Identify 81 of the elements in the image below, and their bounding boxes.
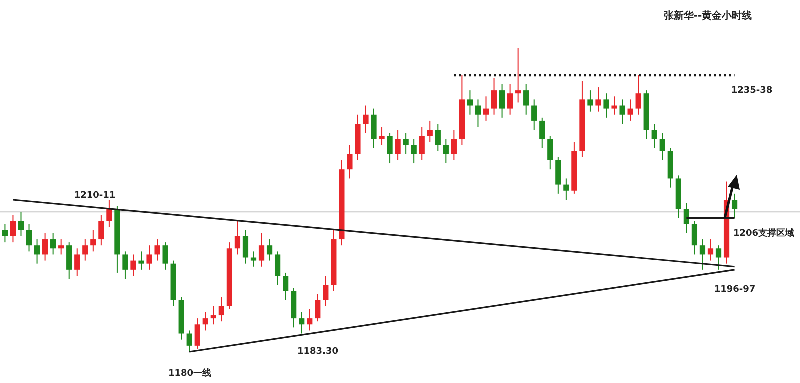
candlestick bbox=[636, 74, 642, 116]
candlestick bbox=[660, 132, 666, 161]
text: 1180一线 bbox=[168, 368, 212, 379]
candlestick bbox=[387, 132, 393, 164]
candlestick bbox=[347, 144, 353, 180]
annotation: 1210-11 bbox=[74, 191, 116, 201]
candlestick bbox=[218, 296, 224, 322]
candlestick bbox=[483, 96, 490, 122]
candlestick bbox=[2, 224, 8, 244]
candlestick bbox=[427, 120, 433, 143]
candlestick bbox=[90, 230, 96, 252]
candlestick bbox=[138, 251, 144, 270]
candlestick bbox=[532, 99, 538, 131]
candlestick bbox=[467, 90, 474, 116]
annotation: 1183.30 bbox=[298, 347, 338, 357]
candlestick bbox=[10, 214, 16, 244]
candlestick bbox=[82, 239, 88, 262]
candlestick bbox=[604, 93, 610, 118]
candlestick bbox=[18, 212, 24, 237]
candlestick bbox=[162, 242, 168, 270]
candlestick bbox=[186, 330, 192, 352]
candlestick bbox=[732, 193, 738, 219]
candlestick bbox=[435, 124, 441, 152]
candlestick bbox=[307, 308, 313, 332]
candlestick bbox=[443, 138, 449, 164]
candlestick bbox=[588, 90, 594, 112]
candlestick bbox=[34, 239, 40, 264]
candlestick bbox=[411, 138, 417, 164]
candlestick bbox=[210, 306, 216, 326]
candlestick bbox=[475, 99, 482, 128]
candlestick bbox=[234, 220, 241, 256]
candlestick bbox=[323, 276, 329, 307]
annotation: 1206支撑区域 bbox=[733, 228, 795, 239]
candlestick bbox=[250, 251, 257, 268]
candlestick bbox=[58, 239, 64, 256]
candlestick bbox=[628, 99, 634, 122]
candlestick bbox=[299, 312, 305, 334]
candlestick bbox=[451, 130, 457, 161]
candlestick bbox=[564, 178, 570, 200]
candlestick bbox=[612, 96, 618, 116]
candlestick bbox=[499, 84, 506, 118]
candlestick bbox=[194, 318, 200, 350]
candlestick bbox=[716, 245, 722, 270]
candlestick bbox=[26, 224, 32, 252]
candlestick bbox=[524, 84, 530, 116]
candlestick bbox=[74, 248, 80, 276]
candlestick bbox=[315, 294, 321, 322]
candlestick bbox=[50, 232, 56, 256]
candlestick bbox=[395, 130, 401, 161]
candlestick bbox=[202, 312, 208, 332]
candlestick bbox=[274, 251, 281, 286]
candlestick bbox=[491, 78, 498, 116]
candlestick bbox=[403, 132, 409, 155]
candlestick bbox=[419, 126, 425, 161]
candlestick bbox=[540, 117, 546, 149]
candlestick bbox=[98, 214, 104, 246]
candlestick bbox=[283, 272, 289, 301]
candlestick bbox=[154, 239, 160, 262]
candlestick bbox=[242, 230, 249, 264]
candlestick bbox=[700, 239, 706, 270]
candlestick bbox=[146, 245, 152, 270]
chart-title: 张新华--黄金小时线 bbox=[664, 10, 752, 22]
candlestick bbox=[258, 232, 265, 268]
annotation: 1235-38 bbox=[731, 86, 773, 96]
candlestick bbox=[620, 99, 626, 124]
candlestick bbox=[516, 48, 522, 104]
candlestick bbox=[684, 202, 690, 234]
candlestick bbox=[507, 84, 514, 116]
candlestick bbox=[106, 200, 112, 228]
candlestick bbox=[708, 239, 714, 262]
candlestick bbox=[266, 239, 273, 262]
candlestick bbox=[548, 136, 554, 170]
candlestick bbox=[363, 105, 369, 134]
candlestick bbox=[596, 87, 602, 112]
candlestick bbox=[379, 126, 385, 146]
candlestick bbox=[692, 220, 698, 256]
candlestick bbox=[122, 251, 128, 280]
candlestick bbox=[130, 254, 136, 276]
candlestick bbox=[42, 232, 48, 262]
annotation: 1196-97 bbox=[714, 285, 756, 295]
candlestick bbox=[652, 124, 658, 149]
